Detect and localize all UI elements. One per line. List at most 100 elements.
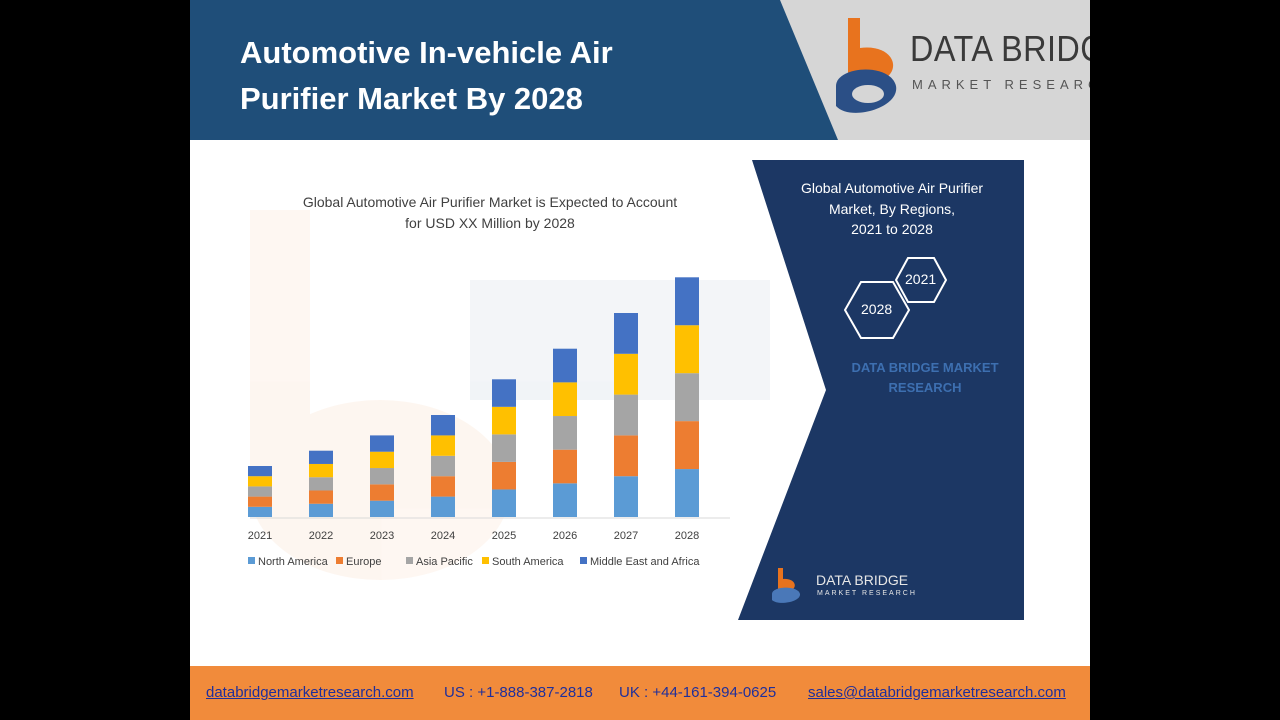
bar-segment-2024-3 xyxy=(431,435,455,456)
chart-bars xyxy=(248,277,699,517)
bar-segment-2028-3 xyxy=(675,325,699,374)
chart-title-line-2: for USD XX Million by 2028 xyxy=(405,215,575,231)
chart-legend: North America Europe Asia Pacific South Ame… xyxy=(248,556,700,568)
bar-segment-2022-2 xyxy=(309,477,333,491)
bar-segment-2023-3 xyxy=(370,451,394,469)
bar-segment-2024-0 xyxy=(431,496,455,517)
x-tick-label: 2022 xyxy=(309,530,333,542)
legend-item: Asia Pacific xyxy=(406,556,473,568)
panel-watermark-line-2: RESEARCH xyxy=(888,380,962,395)
legend-item: Europe xyxy=(336,556,381,568)
panel-logo-mark-icon xyxy=(772,568,801,603)
logo-mark-icon xyxy=(836,18,897,113)
x-tick-label: 2026 xyxy=(553,530,577,542)
bar-segment-2024-4 xyxy=(431,415,455,436)
bar-segment-2026-1 xyxy=(553,449,577,484)
legend-label: South America xyxy=(492,556,564,568)
us-phone: US : +1-888-387-2818 xyxy=(444,684,593,701)
panel-watermark-line-1: DATA BRIDGE MARKET xyxy=(851,360,999,375)
bar-segment-2022-0 xyxy=(309,503,333,517)
bar-segment-2024-1 xyxy=(431,476,455,497)
bar-segment-2022-3 xyxy=(309,463,333,478)
stacked-bar-chart: 2021 2022 2023 2024 2025 2026 2027 2028 North A… xyxy=(248,210,770,580)
x-tick-label: 2024 xyxy=(431,530,455,542)
bar-segment-2023-0 xyxy=(370,500,394,517)
bar-segment-2026-0 xyxy=(553,483,577,517)
bar-segment-2025-1 xyxy=(492,461,516,490)
bar-segment-2027-3 xyxy=(614,353,638,395)
bar-segment-2026-2 xyxy=(553,416,577,450)
legend-swatch xyxy=(406,557,413,564)
panel-watermark: DATA BRIDGE MARKET RESEARCH xyxy=(830,358,1020,398)
bar-segment-2027-0 xyxy=(614,476,638,517)
x-tick-label: 2027 xyxy=(614,530,638,542)
regions-panel xyxy=(738,160,1024,620)
legend-label: North America xyxy=(258,556,329,568)
year-hexagon-2021: 2021 xyxy=(894,256,948,304)
bar-segment-2027-2 xyxy=(614,394,638,436)
chart-title-line-1: Global Automotive Air Purifier Market is… xyxy=(302,194,678,210)
legend-label: Middle East and Africa xyxy=(590,556,700,568)
bar-segment-2028-0 xyxy=(675,469,699,517)
legend-swatch xyxy=(580,557,587,564)
x-tick-label: 2023 xyxy=(370,530,394,542)
x-tick-label: 2028 xyxy=(675,530,699,542)
panel-title-line-2: Market, By Regions, xyxy=(828,200,956,217)
bar-segment-2025-4 xyxy=(492,379,516,407)
bar-segment-2028-4 xyxy=(675,277,699,326)
company-logo: DATA BRIDGE MARKET RESEARCH xyxy=(830,14,1090,124)
page-title-line-2: Purifier Market By 2028 xyxy=(240,81,583,116)
legend-label: Europe xyxy=(346,556,381,568)
year-hexagon-2028: 2028 xyxy=(843,280,911,340)
bar-segment-2021-3 xyxy=(248,476,272,487)
bar-segment-2024-2 xyxy=(431,455,455,477)
x-tick-label: 2025 xyxy=(492,530,516,542)
bar-segment-2021-1 xyxy=(248,496,272,507)
page-title-line-1: Automotive In-vehicle Air xyxy=(240,35,613,70)
panel-logo-name: DATA BRIDGE xyxy=(816,572,909,588)
bar-segment-2026-3 xyxy=(553,382,577,417)
website-link[interactable]: databridgemarketresearch.com xyxy=(206,684,414,701)
page-title: Automotive In-vehicle Air Purifier Marke… xyxy=(240,30,800,122)
legend-item: North America xyxy=(248,556,329,568)
hexagon-label-2021: 2021 xyxy=(905,271,937,287)
header-title-band xyxy=(190,0,838,140)
bar-segment-2021-0 xyxy=(248,506,272,517)
bar-segment-2021-4 xyxy=(248,466,272,477)
bar-segment-2022-4 xyxy=(309,450,333,464)
panel-title: Global Automotive Air Purifier Market, B… xyxy=(782,178,1002,240)
panel-logo-subtitle: MARKET RESEARCH xyxy=(817,590,917,597)
x-tick-label: 2021 xyxy=(248,530,272,542)
bar-segment-2028-2 xyxy=(675,373,699,422)
bar-segment-2027-4 xyxy=(614,313,638,354)
bar-segment-2025-0 xyxy=(492,489,516,517)
bar-segment-2021-2 xyxy=(248,486,272,497)
uk-phone: UK : +44-161-394-0625 xyxy=(619,684,777,701)
bar-segment-2026-4 xyxy=(553,348,577,383)
footer-bar: databridgemarketresearch.com US : +1-888… xyxy=(190,666,1090,720)
panel-logo: DATA BRIDGE MARKET RESEARCH xyxy=(770,568,920,604)
logo-subtitle: MARKET RESEARCH xyxy=(912,77,1090,92)
panel-title-line-3: 2021 to 2028 xyxy=(851,221,933,237)
bar-segment-2023-4 xyxy=(370,435,394,452)
bar-segment-2028-1 xyxy=(675,421,699,470)
bar-segment-2025-3 xyxy=(492,406,516,435)
legend-swatch xyxy=(482,557,489,564)
bar-segment-2025-2 xyxy=(492,434,516,462)
panel-title-line-1: Global Automotive Air Purifier xyxy=(800,180,984,196)
x-axis-ticks: 2021 2022 2023 2024 2025 2026 2027 2028 xyxy=(248,530,699,542)
hexagon-label-2028: 2028 xyxy=(861,301,893,317)
email-link[interactable]: sales@databridgemarketresearch.com xyxy=(808,684,1066,701)
legend-label: Asia Pacific xyxy=(416,556,473,568)
legend-swatch xyxy=(336,557,343,564)
bar-segment-2023-2 xyxy=(370,468,394,485)
slide: Automotive In-vehicle Air Purifier Marke… xyxy=(190,0,1090,720)
bar-segment-2023-1 xyxy=(370,484,394,501)
chart-area: 2021 2022 2023 2024 2025 2026 2027 2028 North A… xyxy=(230,170,790,610)
legend-item: Middle East and Africa xyxy=(580,556,700,568)
legend-swatch xyxy=(248,557,255,564)
bar-segment-2027-1 xyxy=(614,435,638,477)
logo-name: DATA BRIDGE xyxy=(910,28,1090,69)
legend-item: South America xyxy=(482,556,564,568)
chart-title: Global Automotive Air Purifier Market is… xyxy=(240,192,740,234)
